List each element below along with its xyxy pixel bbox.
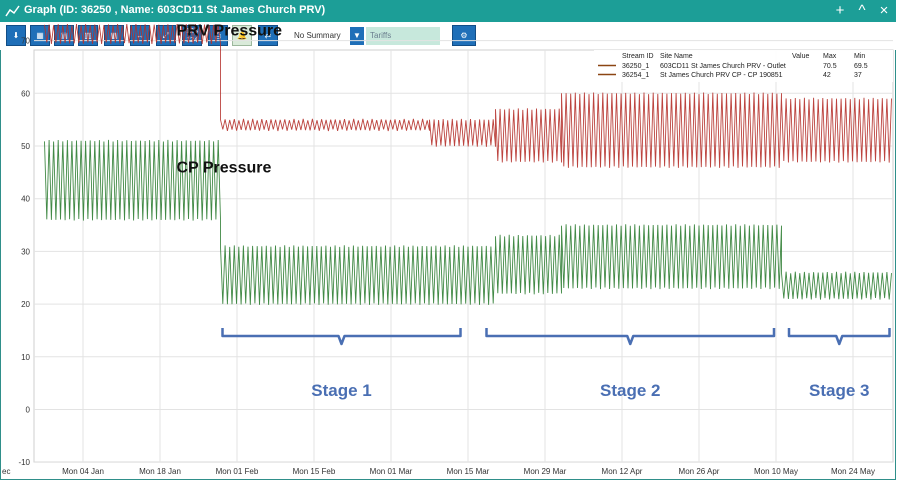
series-line-2 [44, 139, 892, 305]
legend-cell-max: 42 [823, 72, 831, 79]
legend-cell-min: 37 [854, 72, 862, 79]
series-layer [44, 23, 892, 305]
y-tick-label: 50 [21, 142, 30, 151]
y-tick-label: 70 [21, 37, 30, 46]
x-tick-label: Mon 01 Mar [370, 467, 413, 476]
window-title: Graph (ID: 36250 , Name: 603CD11 St Jame… [24, 4, 326, 16]
title-bar: Graph (ID: 36250 , Name: 603CD11 St Jame… [0, 0, 896, 22]
calendar-icon: ▦ [36, 31, 44, 40]
legend-background [594, 50, 893, 82]
close-button[interactable]: × [879, 2, 889, 19]
annotation-label: CP Pressure [177, 159, 272, 176]
legend-cell-min: 69.5 [854, 63, 868, 70]
x-tick-label: Mon 24 May [831, 467, 875, 476]
legend-header: Max [823, 53, 837, 60]
y-tick-label: 60 [21, 89, 30, 98]
legend-cell-stream-id: 36250_1 [622, 63, 649, 70]
annotation-layer: PRV Pressure CP Pressure [177, 22, 283, 176]
legend-header: Stream ID [622, 53, 654, 60]
chart-line-icon [5, 5, 20, 17]
collapse-button[interactable]: ^ [858, 2, 866, 19]
x-tick-label: Mon 15 Mar [447, 467, 490, 476]
y-tick-label: 20 [21, 300, 30, 309]
x-tick-label: Mon 29 Mar [524, 467, 567, 476]
x-tick-label: Mon 15 Feb [293, 467, 336, 476]
x-tick-label: Mon 26 Apr [679, 467, 720, 476]
x-tick-label: Mon 18 Jan [139, 467, 181, 476]
legend-header: Value [792, 53, 809, 60]
legend-header: Min [854, 53, 865, 60]
y-axis: -10 0 10 20 30 40 50 60 70 [18, 37, 30, 468]
stage-brace [485, 328, 776, 346]
x-tick-label: ec [2, 467, 10, 476]
legend-cell-site-name: 603CD11 St James Church PRV - Outlet [660, 63, 786, 70]
legend-cell-max: 70.5 [823, 63, 837, 70]
y-tick-label: 0 [26, 406, 31, 415]
bell-icon: 🔔 [237, 31, 247, 40]
chevron-down-icon: ▼ [353, 31, 361, 40]
y-tick-label: 40 [21, 195, 30, 204]
print-icon: ⎙ [214, 31, 222, 40]
x-tick-label: Mon 04 Jan [62, 467, 104, 476]
y-tick-label: 10 [21, 353, 30, 362]
resize-horizontal-icon: ↔ [136, 31, 144, 40]
chart-settings-icon: ⚙ [460, 31, 468, 40]
calendar-week-icon: ▥ [84, 31, 92, 40]
x-tick-label: Mon 01 Feb [216, 467, 259, 476]
x-tick-label: Mon 12 Apr [602, 467, 643, 476]
stage-label: Stage 3 [809, 381, 869, 400]
stage-brace [221, 328, 462, 346]
add-button[interactable]: + [835, 2, 845, 19]
y-tick-label: -10 [18, 458, 30, 467]
x-axis: ec Mon 04 Jan Mon 18 Jan Mon 01 Feb Mon 15 F… [2, 467, 875, 476]
annotation-label: PRV Pressure [177, 22, 283, 39]
y-tick-label: 30 [21, 247, 30, 256]
legend-cell-site-name: St James Church PRV CP - CP 190851 [660, 72, 783, 79]
stage-brace [787, 328, 891, 346]
legend-header: Site Name [660, 53, 693, 60]
download-icon: ⬇ [12, 31, 20, 40]
x-tick-label: Mon 10 May [754, 467, 798, 476]
legend: Stream ID Site Name Value Max Min 36250_1 603C… [594, 50, 893, 82]
swap-icon: ⇄ [264, 31, 272, 40]
download-button[interactable]: ⬇ [6, 25, 26, 46]
stage-label: Stage 1 [311, 381, 371, 400]
series-line-1 [44, 23, 892, 168]
legend-cell-stream-id: 36254_1 [622, 72, 649, 79]
fullscreen-icon: ⤢ [162, 31, 170, 40]
stage-label: Stage 2 [600, 381, 660, 400]
stage-layer: Stage 1 Stage 2 Stage 3 [221, 328, 891, 400]
summary-select[interactable]: No Summary [294, 31, 341, 40]
